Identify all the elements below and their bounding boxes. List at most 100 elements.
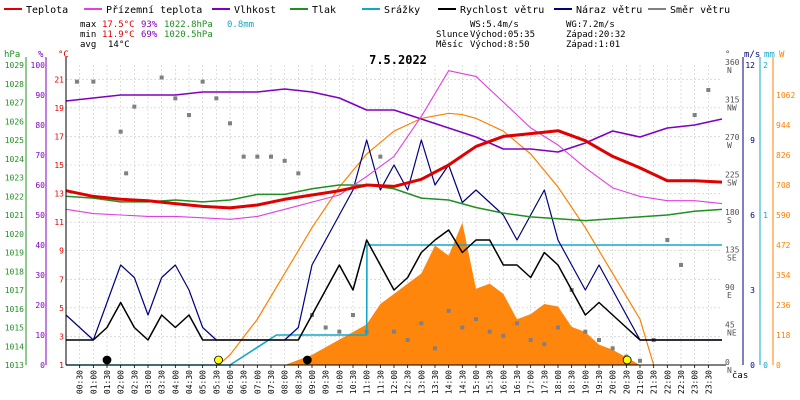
- wind-direction-point: [419, 321, 424, 326]
- x-tick-label: 09:30: [322, 370, 331, 394]
- wind-gust-line: [65, 139, 722, 341]
- x-tick-label: 14:30: [458, 370, 467, 394]
- x-tick-label: 04:30: [185, 370, 194, 394]
- hpa-tick-label: 1016: [5, 305, 24, 314]
- direction-tick-compass: W: [727, 141, 732, 150]
- x-tick-label: 05:00: [199, 370, 208, 394]
- stats-min-pressure: 1020.5hPa: [164, 30, 213, 40]
- x-tick-label: 22:30: [677, 370, 686, 394]
- x-tick-label: 18:00: [554, 370, 563, 394]
- temperature-tick-label: 11: [54, 218, 64, 227]
- x-tick-label: 17:30: [540, 370, 549, 394]
- wind-direction-point: [187, 113, 191, 117]
- percent-tick-label: 40: [35, 241, 45, 250]
- legend-label-wind-speed: Rychlost větru: [460, 4, 544, 16]
- wind-direction-point: [337, 329, 342, 334]
- stats-max-pressure: 1022.8hPa: [164, 20, 213, 30]
- hpa-tick-label: 1025: [5, 136, 24, 145]
- x-tick-label: 10:30: [349, 370, 358, 394]
- x-tick-label: 16:00: [499, 370, 508, 394]
- direction-tick-compass: S: [727, 216, 732, 225]
- wind-direction-point: [296, 171, 301, 176]
- wind-direction-point: [556, 325, 560, 330]
- x-tick-label: 09:00: [308, 370, 317, 394]
- direction-tick-label: 225: [725, 171, 740, 180]
- direction-tick-label: 45: [725, 321, 735, 330]
- hpa-tick-label: 1023: [5, 174, 24, 183]
- percent-tick-label: 90: [35, 91, 45, 100]
- hpa-tick-label: 1021: [5, 211, 24, 220]
- ms-tick-label: 3: [750, 286, 755, 295]
- unit-ms: m/s: [744, 50, 760, 60]
- x-tick-label: 03:30: [158, 370, 167, 394]
- wind-direction-point: [118, 129, 123, 134]
- wind-direction-point: [597, 338, 601, 342]
- humidity-line: [65, 88, 723, 153]
- wind-direction-point: [241, 154, 246, 159]
- wind-direction-point: [214, 96, 219, 101]
- mm-tick-label: 2: [763, 61, 768, 70]
- pressure-line: [65, 184, 723, 222]
- ms-tick-label: 6: [750, 211, 755, 220]
- temperature-tick-label: 17: [54, 132, 64, 141]
- percent-tick-label: 0: [40, 361, 45, 370]
- wind-direction-point: [665, 238, 670, 242]
- x-tick-label: 13:30: [431, 370, 440, 394]
- hpa-tick-label: 1019: [5, 249, 24, 258]
- wind-direction-point: [583, 329, 588, 334]
- temperature-tick-label: 9: [59, 247, 64, 256]
- percent-tick-label: 30: [35, 271, 45, 280]
- x-tick-label: 02:00: [117, 370, 126, 394]
- legend: Teplota Přízemní teplota Vlhkost Tlak Sr…: [4, 4, 730, 16]
- x-tick-label: 11:30: [376, 370, 385, 394]
- wind-direction-point: [501, 333, 506, 338]
- wind-direction-point: [200, 79, 205, 84]
- stats-min-humidity: 69%: [141, 30, 158, 40]
- direction-tick-label: 270: [725, 133, 740, 142]
- x-tick-label: 01:00: [89, 370, 98, 394]
- wind-direction-point: [528, 338, 533, 342]
- moon-label: Měsíc: [436, 40, 463, 50]
- x-tick-label: 15:00: [472, 370, 481, 394]
- stats-max-rain: 0.8mm: [227, 20, 254, 30]
- stats-min-label: min: [80, 30, 96, 40]
- temperature-tick-label: 19: [54, 104, 64, 113]
- percent-tick-label: 10: [35, 331, 45, 340]
- x-tick-label: 13:00: [417, 370, 426, 394]
- x-tick-label: 19:00: [581, 370, 590, 394]
- watt-tick-label: 826: [776, 151, 791, 160]
- x-tick-label: 06:30: [240, 370, 249, 394]
- x-tick-label: 16:30: [513, 370, 522, 394]
- wind-direction-point: [542, 342, 547, 347]
- unit-percent: %: [38, 50, 44, 60]
- x-tick-label: 08:00: [281, 370, 290, 394]
- x-tick-label: 21:30: [650, 370, 659, 394]
- x-tick-label: 22:00: [663, 370, 672, 394]
- watt-tick-label: 708: [776, 181, 791, 190]
- direction-tick-label: 315: [725, 96, 740, 105]
- hpa-tick-label: 1014: [5, 342, 24, 351]
- wind-direction-point: [610, 346, 615, 351]
- wind-wg: WG:7.2m/s: [566, 20, 615, 30]
- x-tick-label: 08:30: [294, 370, 303, 394]
- direction-tick-compass: NE: [727, 329, 737, 338]
- hpa-tick-label: 1015: [5, 324, 24, 333]
- hpa-tick-label: 1028: [5, 80, 24, 89]
- wind-direction-point: [433, 346, 437, 351]
- wind-direction-point: [392, 329, 396, 334]
- wind-direction-point: [74, 79, 79, 84]
- wind-direction-point: [91, 79, 96, 84]
- sun-label: Slunce: [436, 30, 469, 40]
- x-tick-label: 20:30: [622, 370, 631, 394]
- temperature-tick-label: 7: [59, 275, 64, 284]
- watt-tick-label: 472: [776, 241, 791, 250]
- wind-direction-point: [159, 75, 164, 80]
- info-block: WS:5.4m/s WG:7.2m/s Slunce Východ:05:35 …: [436, 20, 626, 50]
- stats-max-temp: 17.5°C: [102, 20, 135, 30]
- x-tick-label: 12:30: [404, 370, 413, 394]
- hpa-tick-label: 1027: [5, 99, 24, 108]
- unit-degrees: °: [725, 50, 730, 60]
- temperature-tick-label: 1: [59, 361, 64, 370]
- x-tick-label: 10:00: [335, 370, 344, 394]
- temperature-tick-label: 13: [54, 190, 64, 199]
